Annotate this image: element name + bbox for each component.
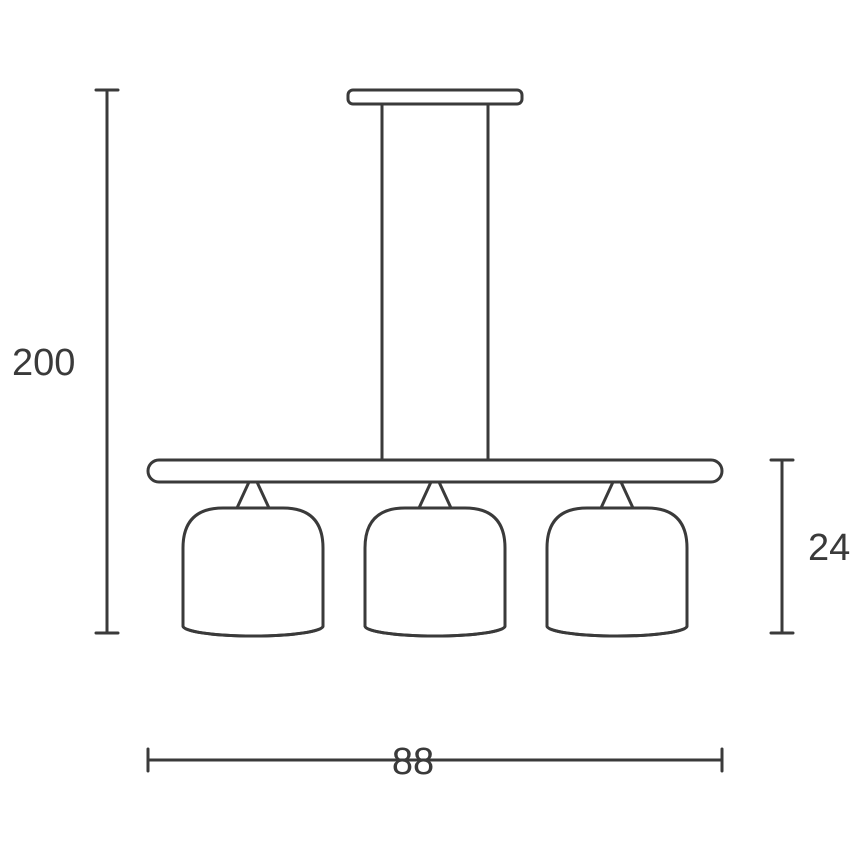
dim-total-height-label: 200 xyxy=(12,342,75,384)
dim-shade-height-label: 24 xyxy=(808,527,850,569)
horizontal-bar xyxy=(148,460,722,482)
pendant-lamp xyxy=(148,90,722,636)
dimension-diagram: 200 24 88 xyxy=(0,0,868,868)
dim-shade-height: 24 xyxy=(771,460,850,633)
dim-width-label: 88 xyxy=(392,741,434,783)
shade-2 xyxy=(365,482,505,636)
dim-width: 88 xyxy=(148,741,722,783)
shade-1 xyxy=(183,482,323,636)
dim-total-height: 200 xyxy=(12,90,118,633)
ceiling-plate xyxy=(348,90,522,104)
shade-3 xyxy=(547,482,687,636)
